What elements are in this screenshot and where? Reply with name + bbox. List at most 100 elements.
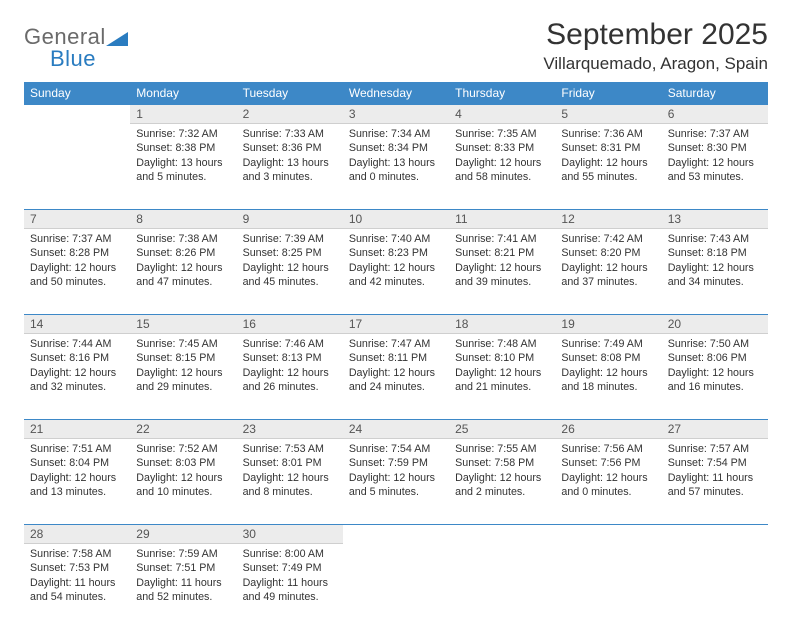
day-number-cell: 23	[237, 420, 343, 439]
day-cell: Sunrise: 7:32 AMSunset: 8:38 PMDaylight:…	[130, 124, 236, 210]
day-cell: Sunrise: 7:56 AMSunset: 7:56 PMDaylight:…	[555, 439, 661, 525]
sunrise-line: Sunrise: 7:36 AM	[561, 127, 655, 141]
month-title: September 2025	[543, 18, 768, 52]
day-details: Sunrise: 7:58 AMSunset: 7:53 PMDaylight:…	[24, 544, 130, 611]
sunrise-line: Sunrise: 7:53 AM	[243, 442, 337, 456]
sunset-line: Sunset: 7:54 PM	[668, 456, 762, 470]
day-details: Sunrise: 8:00 AMSunset: 7:49 PMDaylight:…	[237, 544, 343, 611]
day-number-cell: 14	[24, 315, 130, 334]
weekday-header: Monday	[130, 82, 236, 105]
day-cell: Sunrise: 7:35 AMSunset: 8:33 PMDaylight:…	[449, 124, 555, 210]
day-number-cell: 18	[449, 315, 555, 334]
sunset-line: Sunset: 8:20 PM	[561, 246, 655, 260]
sunset-line: Sunset: 8:01 PM	[243, 456, 337, 470]
daylight-line: Daylight: 12 hours and 13 minutes.	[30, 471, 124, 500]
daylight-line: Daylight: 12 hours and 29 minutes.	[136, 366, 230, 395]
weekday-header: Tuesday	[237, 82, 343, 105]
day-details: Sunrise: 7:46 AMSunset: 8:13 PMDaylight:…	[237, 334, 343, 401]
day-cell: Sunrise: 7:48 AMSunset: 8:10 PMDaylight:…	[449, 334, 555, 420]
day-cell	[555, 544, 661, 630]
brand-logo: General Blue	[24, 24, 128, 72]
day-cell: Sunrise: 7:39 AMSunset: 8:25 PMDaylight:…	[237, 229, 343, 315]
day-number-cell: 15	[130, 315, 236, 334]
daylight-line: Daylight: 12 hours and 5 minutes.	[349, 471, 443, 500]
week-row: Sunrise: 7:44 AMSunset: 8:16 PMDaylight:…	[24, 334, 768, 420]
sunrise-line: Sunrise: 7:42 AM	[561, 232, 655, 246]
sunrise-line: Sunrise: 7:58 AM	[30, 547, 124, 561]
sunrise-line: Sunrise: 7:37 AM	[30, 232, 124, 246]
daylight-line: Daylight: 12 hours and 58 minutes.	[455, 156, 549, 185]
sunset-line: Sunset: 8:31 PM	[561, 141, 655, 155]
sunset-line: Sunset: 7:58 PM	[455, 456, 549, 470]
day-details: Sunrise: 7:39 AMSunset: 8:25 PMDaylight:…	[237, 229, 343, 296]
day-cell	[662, 544, 768, 630]
location: Villarquemado, Aragon, Spain	[543, 54, 768, 74]
sunrise-line: Sunrise: 7:46 AM	[243, 337, 337, 351]
day-cell: Sunrise: 8:00 AMSunset: 7:49 PMDaylight:…	[237, 544, 343, 630]
day-number-cell: 3	[343, 105, 449, 124]
sunset-line: Sunset: 8:18 PM	[668, 246, 762, 260]
day-details: Sunrise: 7:45 AMSunset: 8:15 PMDaylight:…	[130, 334, 236, 401]
day-number-cell: 25	[449, 420, 555, 439]
sunset-line: Sunset: 7:53 PM	[30, 561, 124, 575]
day-number-cell: 7	[24, 210, 130, 229]
title-block: September 2025 Villarquemado, Aragon, Sp…	[543, 18, 768, 74]
daylight-line: Daylight: 12 hours and 8 minutes.	[243, 471, 337, 500]
brand-name-2: Blue	[50, 46, 128, 72]
day-number-cell: 28	[24, 525, 130, 544]
day-cell: Sunrise: 7:42 AMSunset: 8:20 PMDaylight:…	[555, 229, 661, 315]
sunset-line: Sunset: 8:11 PM	[349, 351, 443, 365]
sunset-line: Sunset: 8:03 PM	[136, 456, 230, 470]
sunrise-line: Sunrise: 7:54 AM	[349, 442, 443, 456]
sunrise-line: Sunrise: 7:56 AM	[561, 442, 655, 456]
sunrise-line: Sunrise: 7:35 AM	[455, 127, 549, 141]
sunrise-line: Sunrise: 7:52 AM	[136, 442, 230, 456]
sunrise-line: Sunrise: 7:44 AM	[30, 337, 124, 351]
sunrise-line: Sunrise: 7:34 AM	[349, 127, 443, 141]
day-details: Sunrise: 7:41 AMSunset: 8:21 PMDaylight:…	[449, 229, 555, 296]
sunset-line: Sunset: 8:26 PM	[136, 246, 230, 260]
day-cell: Sunrise: 7:52 AMSunset: 8:03 PMDaylight:…	[130, 439, 236, 525]
sunset-line: Sunset: 8:15 PM	[136, 351, 230, 365]
daylight-line: Daylight: 12 hours and 26 minutes.	[243, 366, 337, 395]
day-details: Sunrise: 7:55 AMSunset: 7:58 PMDaylight:…	[449, 439, 555, 506]
day-details: Sunrise: 7:42 AMSunset: 8:20 PMDaylight:…	[555, 229, 661, 296]
daylight-line: Daylight: 12 hours and 39 minutes.	[455, 261, 549, 290]
day-number-cell: 6	[662, 105, 768, 124]
sunset-line: Sunset: 8:06 PM	[668, 351, 762, 365]
sunset-line: Sunset: 8:34 PM	[349, 141, 443, 155]
day-number-cell: 27	[662, 420, 768, 439]
daylight-line: Daylight: 12 hours and 24 minutes.	[349, 366, 443, 395]
sunset-line: Sunset: 7:49 PM	[243, 561, 337, 575]
day-details: Sunrise: 7:47 AMSunset: 8:11 PMDaylight:…	[343, 334, 449, 401]
day-details: Sunrise: 7:48 AMSunset: 8:10 PMDaylight:…	[449, 334, 555, 401]
sunrise-line: Sunrise: 7:37 AM	[668, 127, 762, 141]
daylight-line: Daylight: 11 hours and 57 minutes.	[668, 471, 762, 500]
day-cell: Sunrise: 7:57 AMSunset: 7:54 PMDaylight:…	[662, 439, 768, 525]
day-cell: Sunrise: 7:34 AMSunset: 8:34 PMDaylight:…	[343, 124, 449, 210]
sunset-line: Sunset: 8:25 PM	[243, 246, 337, 260]
sunset-line: Sunset: 8:36 PM	[243, 141, 337, 155]
day-number-cell: 21	[24, 420, 130, 439]
daynum-row: 14151617181920	[24, 315, 768, 334]
day-details: Sunrise: 7:54 AMSunset: 7:59 PMDaylight:…	[343, 439, 449, 506]
day-number-cell: 19	[555, 315, 661, 334]
sunrise-line: Sunrise: 7:39 AM	[243, 232, 337, 246]
day-number-cell: 17	[343, 315, 449, 334]
sunset-line: Sunset: 8:28 PM	[30, 246, 124, 260]
sunrise-line: Sunrise: 7:47 AM	[349, 337, 443, 351]
day-cell: Sunrise: 7:44 AMSunset: 8:16 PMDaylight:…	[24, 334, 130, 420]
sunset-line: Sunset: 7:51 PM	[136, 561, 230, 575]
daylight-line: Daylight: 12 hours and 16 minutes.	[668, 366, 762, 395]
daynum-row: 123456	[24, 105, 768, 124]
day-number-cell: 13	[662, 210, 768, 229]
day-cell: Sunrise: 7:40 AMSunset: 8:23 PMDaylight:…	[343, 229, 449, 315]
sunrise-line: Sunrise: 7:50 AM	[668, 337, 762, 351]
day-cell: Sunrise: 7:55 AMSunset: 7:58 PMDaylight:…	[449, 439, 555, 525]
day-cell: Sunrise: 7:59 AMSunset: 7:51 PMDaylight:…	[130, 544, 236, 630]
sunrise-line: Sunrise: 7:32 AM	[136, 127, 230, 141]
sunrise-line: Sunrise: 7:45 AM	[136, 337, 230, 351]
day-cell: Sunrise: 7:49 AMSunset: 8:08 PMDaylight:…	[555, 334, 661, 420]
day-number-cell: 9	[237, 210, 343, 229]
day-cell: Sunrise: 7:46 AMSunset: 8:13 PMDaylight:…	[237, 334, 343, 420]
